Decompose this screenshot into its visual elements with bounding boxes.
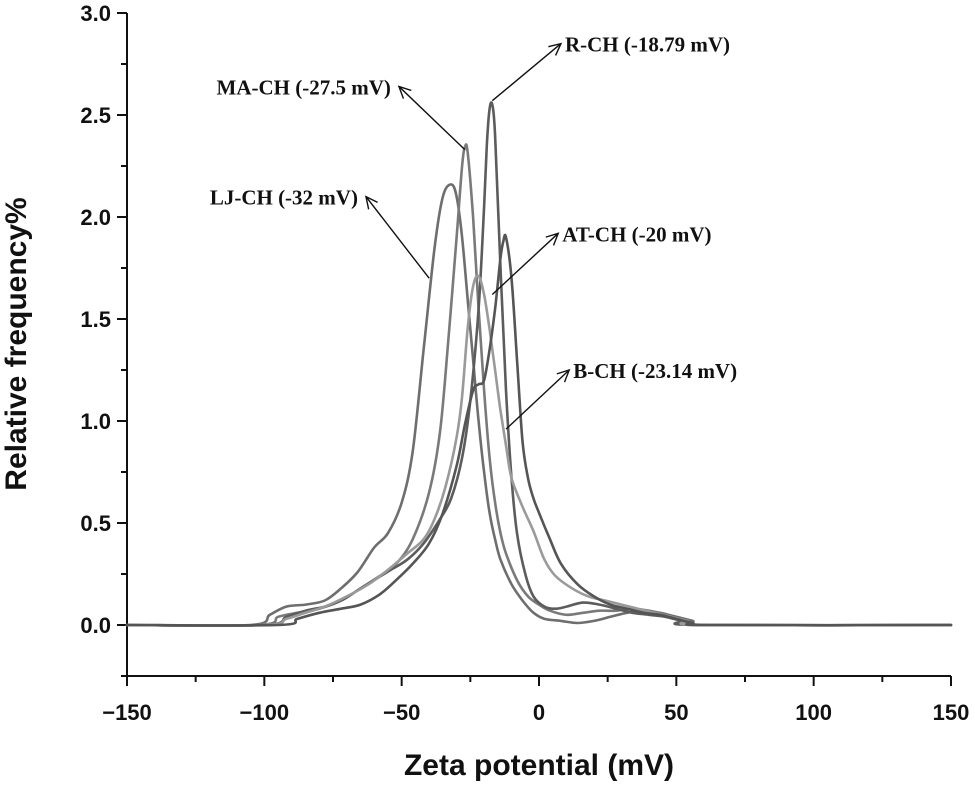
x-tick-label: −100: [240, 700, 290, 725]
annotation-arrowhead: [397, 85, 412, 99]
x-axis-title: Zeta potential (mV): [404, 749, 674, 782]
x-tick-label: −150: [102, 700, 152, 725]
series-line-2: [125, 143, 953, 627]
y-tick-label: 1.0: [80, 409, 111, 434]
annotation-label: MA-CH (-27.5 mV): [217, 75, 391, 99]
y-tick-label: 1.5: [80, 307, 111, 332]
annotation-arrow: [505, 369, 570, 430]
annotations: R-CH (-18.79 mV) MA-CH (-27.5 mV) LJ-CH (-…: [210, 33, 737, 430]
annotation-arrowhead: [556, 368, 571, 383]
x-tick-label: 100: [795, 700, 832, 725]
axes: [126, 13, 951, 677]
y-tick-label: 2.0: [80, 205, 111, 230]
ticks: −150 −100 −50 0 50 100 150 0.0 0.5 1.0 1.5 2.0 2.5 3.…: [80, 1, 969, 725]
annotation-arrowhead: [364, 195, 378, 210]
x-tick-label: 0: [533, 700, 545, 725]
y-tick-label: 2.5: [80, 103, 111, 128]
series-line-5: [125, 233, 953, 627]
x-tick-label: 150: [933, 700, 970, 725]
annotation-label: AT-CH (-20 mV): [562, 222, 711, 246]
series-line-4: [125, 274, 953, 627]
series-curves: [125, 101, 953, 628]
x-tick-label: −50: [383, 700, 420, 725]
annotation-arrow: [365, 196, 430, 279]
y-tick-label: 0.0: [80, 613, 111, 638]
annotation-arrow: [491, 43, 562, 102]
annotation-arrowhead: [548, 42, 563, 56]
y-tick-label: 0.5: [80, 511, 111, 536]
annotation-arrow: [491, 232, 559, 296]
y-axis-title: Relative frequency%: [0, 197, 33, 490]
x-tick-label: 50: [664, 700, 688, 725]
annotation-label: R-CH (-18.79 mV): [565, 33, 730, 57]
y-tick-label: 3.0: [80, 1, 111, 26]
annotation-arrow: [398, 85, 466, 151]
annotation-label: LJ-CH (-32 mV): [210, 186, 358, 210]
annotation-arrowhead: [545, 232, 560, 246]
annotation-label: B-CH (-23.14 mV): [573, 359, 737, 383]
